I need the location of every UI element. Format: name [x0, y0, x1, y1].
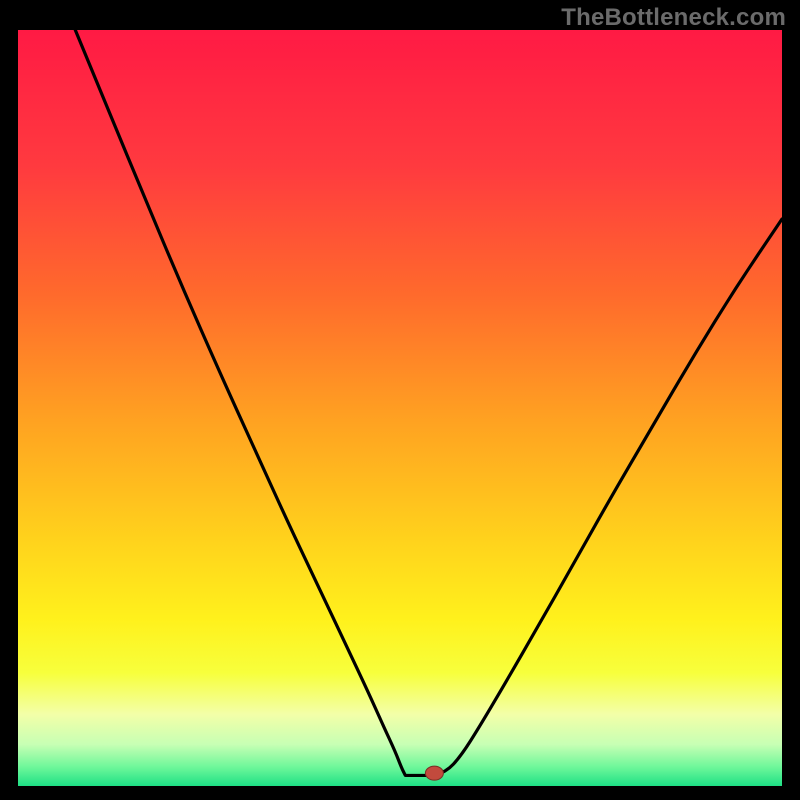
watermark-text: TheBottleneck.com — [561, 4, 786, 32]
gradient-background — [18, 30, 782, 786]
chart-svg — [0, 0, 800, 800]
optimal-point-marker — [425, 766, 443, 780]
chart-frame: TheBottleneck.com — [0, 0, 800, 800]
